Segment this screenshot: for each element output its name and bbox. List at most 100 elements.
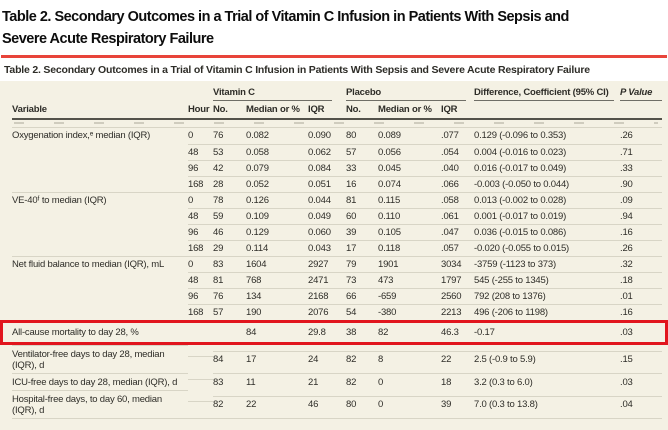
table-row: 96 42 0.079 0.084 33 0.045 .040 0.016 (-… — [12, 160, 662, 176]
cell-placebo-iqr: 2213 — [441, 304, 474, 321]
cell-variable: Ventilator-free days to day 28, median (… — [12, 345, 188, 373]
cell-vitamin-c-median: 0.079 — [246, 160, 308, 177]
cell-vitamin-c-median: 768 — [246, 272, 308, 289]
cell-difference: 792 (208 to 1376) — [474, 288, 620, 305]
cell-variable: VE-40ᶠ to median (IQR) — [12, 192, 188, 209]
cell-variable — [12, 176, 188, 193]
cell-placebo-median: 0.118 — [378, 240, 441, 257]
cell-vitamin-c-median: 0.058 — [246, 144, 308, 161]
cell-difference: 7.0 (0.3 to 13.8) — [474, 395, 620, 413]
cell-placebo-iqr: .058 — [441, 192, 474, 209]
cell-hour: 96 — [188, 288, 213, 305]
cell-vitamin-c-iqr: 0.043 — [308, 240, 346, 257]
cell-vitamin-c-no — [213, 323, 246, 342]
column-header-pl-median: Median or % — [378, 104, 432, 115]
cell-placebo-no: 66 — [346, 288, 378, 305]
cell-difference: -0.003 (-0.050 to 0.044) — [474, 176, 620, 193]
cell-placebo-no: 33 — [346, 160, 378, 177]
cell-p-value: .26 — [620, 130, 633, 141]
page-title: Table 2. Secondary Outcomes in a Trial o… — [0, 0, 668, 50]
cell-variable — [12, 272, 188, 289]
table-row: All-cause mortality to day 28, % 84 29.8… — [3, 323, 665, 342]
cell-difference: -0.020 (-0.055 to 0.015) — [474, 240, 620, 257]
cell-vitamin-c-median: 0.129 — [246, 224, 308, 241]
cell-variable: Hospital-free days, to day 60, median (I… — [12, 390, 188, 418]
table-row: 168 28 0.052 0.051 16 0.074 .066 -0.003 … — [12, 176, 662, 192]
clipped-row-marks — [14, 122, 658, 124]
cell-placebo-iqr: 39 — [441, 395, 474, 413]
cell-difference: -0.17 — [474, 327, 495, 338]
cell-vitamin-c-no: 53 — [213, 144, 246, 161]
cell-vitamin-c-median: 0.126 — [246, 192, 308, 209]
cell-placebo-median: 8 — [378, 350, 441, 368]
cell-vitamin-c-no: 78 — [213, 192, 246, 209]
cell-vitamin-c-iqr: 0.090 — [308, 130, 331, 141]
cell-difference: 3.2 (0.3 to 6.0) — [474, 373, 620, 390]
table-row: Net fluid balance to median (IQR), mL 0 … — [12, 256, 662, 272]
cell-vitamin-c-median: 134 — [246, 288, 308, 305]
cell-vitamin-c-median: 0.052 — [246, 176, 308, 193]
cell-placebo-no: 81 — [346, 192, 378, 209]
cell-hour — [188, 401, 213, 407]
cell-variable — [12, 224, 188, 241]
cell-variable — [12, 240, 188, 257]
cell-hour: 0 — [188, 130, 194, 141]
cell-placebo-no: 54 — [346, 304, 378, 321]
cell-placebo-no: 16 — [346, 176, 378, 193]
table-row: 48 81 768 2471 73 473 1797 545 (-255 to … — [12, 272, 662, 288]
cell-placebo-iqr: 3034 — [441, 256, 474, 273]
page-title-line2: Severe Acute Respiratory Failure — [2, 31, 214, 47]
clipped-row-artifact — [12, 120, 662, 128]
cell-vitamin-c-iqr: 24 — [308, 350, 346, 368]
cell-variable: Oxygenation index,ᵉ median (IQR) — [12, 130, 151, 141]
cell-placebo-no: 38 — [346, 327, 357, 338]
cell-placebo-no: 17 — [346, 240, 378, 257]
cell-vitamin-c-no: 82 — [213, 395, 246, 413]
cell-variable — [12, 144, 188, 161]
table-row: 48 59 0.109 0.049 60 0.110 .061 0.001 (-… — [12, 208, 662, 224]
cell-vitamin-c-no: 76 — [213, 130, 224, 141]
cell-hour: 168 — [188, 176, 213, 193]
cell-p-value: .18 — [620, 272, 662, 289]
cell-vitamin-c-median: 0.114 — [246, 240, 308, 257]
cell-placebo-median: 0.089 — [378, 130, 401, 141]
header-rule — [12, 118, 662, 120]
cell-difference: 0.016 (-0.017 to 0.049) — [474, 160, 620, 177]
cell-p-value: .03 — [620, 373, 662, 390]
cell-placebo-iqr: 2560 — [441, 288, 474, 305]
table-bottom-edge — [12, 418, 662, 426]
cell-vitamin-c-iqr: 0.062 — [308, 144, 346, 161]
cell-variable — [12, 160, 188, 177]
cell-placebo-no: 82 — [346, 373, 378, 390]
table-row: Hospital-free days, to day 60, median (I… — [12, 390, 662, 418]
cell-vitamin-c-iqr: 0.060 — [308, 224, 346, 241]
cell-vitamin-c-no: 28 — [213, 176, 246, 193]
cell-placebo-no: 73 — [346, 272, 378, 289]
cell-vitamin-c-no: 76 — [213, 288, 246, 305]
cell-difference: 0.004 (-0.016 to 0.023) — [474, 144, 620, 161]
cell-p-value: .94 — [620, 208, 662, 225]
cell-difference: 0.036 (-0.015 to 0.086) — [474, 224, 620, 241]
cell-variable — [12, 288, 188, 305]
cell-vitamin-c-median: 190 — [246, 304, 308, 321]
column-header-vc-iqr: IQR — [308, 104, 325, 115]
table-row: 96 76 134 2168 66 -659 2560 792 (208 to … — [12, 288, 662, 304]
cell-vitamin-c-no: 81 — [213, 272, 246, 289]
table-body: Oxygenation index,ᵉ median (IQR) 0 76 0.… — [0, 128, 668, 418]
column-header-vc-median: Median or % — [246, 104, 300, 115]
cell-placebo-median: 82 — [378, 327, 389, 338]
cell-placebo-median: 0.110 — [378, 208, 441, 225]
column-header-pl-iqr: IQR — [441, 104, 458, 115]
table-row: 168 29 0.114 0.043 17 0.118 .057 -0.020 … — [12, 240, 662, 256]
cell-p-value: .04 — [620, 395, 662, 413]
cell-vitamin-c-iqr: 0.051 — [308, 176, 346, 193]
cell-vitamin-c-no: 42 — [213, 160, 246, 177]
cell-placebo-no: 80 — [346, 130, 357, 141]
cell-vitamin-c-iqr: 0.049 — [308, 208, 346, 225]
cell-hour: 168 — [188, 304, 213, 321]
cell-vitamin-c-no: 83 — [213, 373, 246, 390]
cell-placebo-median: -659 — [378, 288, 441, 305]
cell-p-value: .01 — [620, 288, 662, 305]
cell-placebo-iqr: 1797 — [441, 272, 474, 289]
